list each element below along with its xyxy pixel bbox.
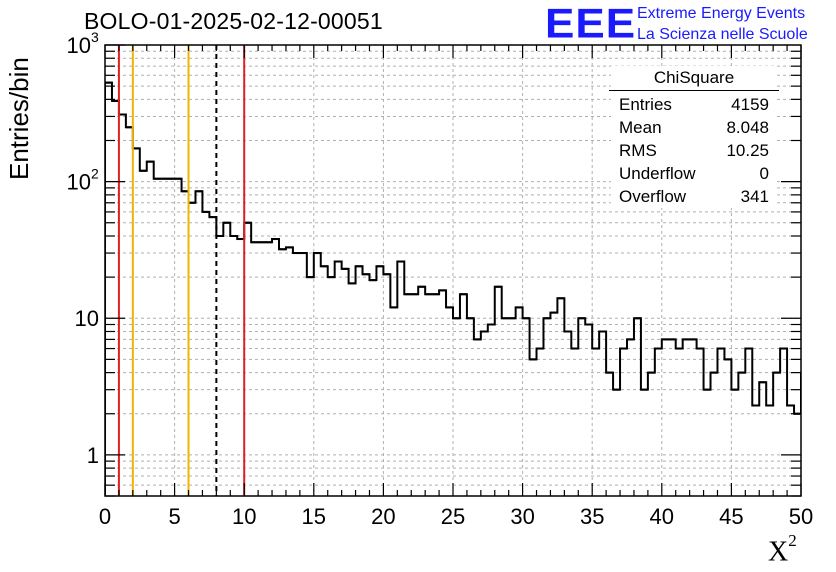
y-tick-label-exponent: 2 [91,166,99,182]
x-tick-label: 20 [371,504,395,529]
x-axis-label-text: X [768,536,789,568]
stats-title: ChiSquare [609,66,779,91]
stats-row-rms: RMS 10.25 [611,139,777,162]
x-axis-label: X2 [768,531,797,568]
histogram-bins [105,81,801,496]
stats-label: Underflow [619,164,696,183]
y-tick-label-exponent: 3 [91,29,99,45]
x-tick-label: 15 [302,504,326,529]
stats-box: ChiSquare Entries 4159 Mean 8.048 RMS 10… [609,66,779,208]
x-tick-label: 45 [719,504,743,529]
plot-title: BOLO-01-2025-02-12-00051 [84,8,383,34]
x-tick-label: 25 [441,504,465,529]
y-tick-label: 1 [87,443,99,468]
stats-label: RMS [619,141,657,160]
stats-label: Entries [619,95,672,114]
x-tick-label: 5 [168,504,180,529]
stats-value: 4159 [731,95,769,114]
stats-label: Overflow [619,187,687,206]
stats-value: 0 [759,164,769,183]
x-tick-label: 0 [99,504,111,529]
stats-row-overflow: Overflow 341 [611,185,777,208]
y-tick-label: 10 [67,33,91,58]
stats-value: 341 [740,187,769,206]
logo-caption: Extreme Energy Events La Scienza nelle S… [637,3,808,45]
x-tick-label: 10 [232,504,256,529]
eee-logo: EEE [545,0,637,47]
x-tick-label: 30 [510,504,534,529]
y-tick-label: 10 [67,170,91,195]
stats-value: 10.25 [726,141,769,160]
stats-row-underflow: Underflow 0 [611,162,777,185]
x-tick-label: 40 [650,504,674,529]
x-axis-label-sup: 2 [788,531,797,550]
y-tick-label: 10 [75,306,99,331]
logo-caption-line2: La Scienza nelle Scuole [637,26,808,43]
stats-value: 8.048 [726,118,769,137]
logo-caption-line1: Extreme Energy Events [637,5,806,22]
y-axis-label: Entries/bin [4,57,34,180]
x-tick-label: 50 [789,504,813,529]
stats-row-mean: Mean 8.048 [611,116,777,139]
histogram-outline [105,81,801,496]
stats-row-entries: Entries 4159 [611,93,777,116]
stats-label: Mean [619,118,662,137]
x-tick-label: 35 [580,504,604,529]
